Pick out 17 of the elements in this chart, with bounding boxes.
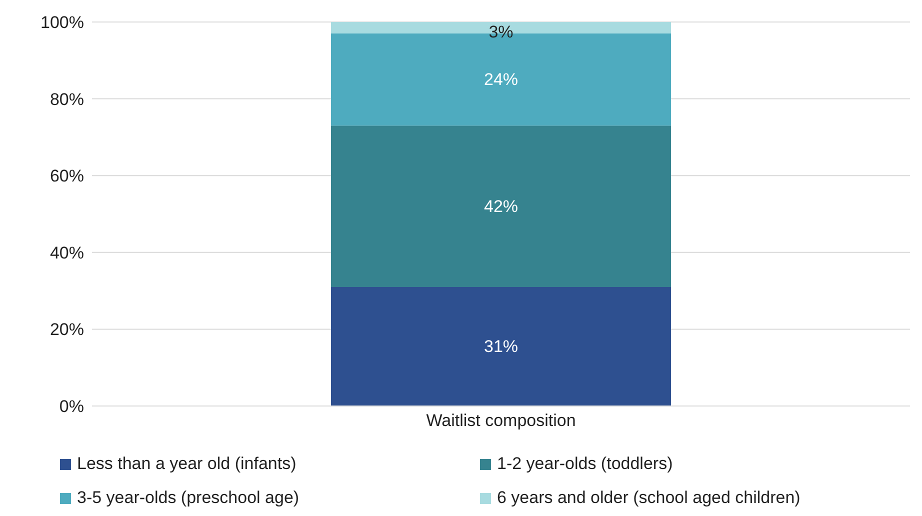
bar	[331, 286, 671, 406]
legend-label: 3-5 year-olds (preschool age)	[77, 488, 300, 508]
data-label: 24%	[484, 70, 518, 90]
y-tick-label: 0%	[59, 397, 84, 416]
data-label: 3%	[488, 22, 514, 42]
y-tick-label: 40%	[50, 243, 84, 262]
y-tick-label: 100%	[40, 13, 84, 32]
data-label: 42%	[484, 196, 518, 216]
y-tick-label: 80%	[50, 90, 84, 109]
legend-label: Less than a year old (infants)	[77, 454, 296, 474]
data-label: 31%	[484, 336, 518, 356]
legend-label: 6 years and older (school aged children)	[497, 488, 800, 508]
y-tick-label: 60%	[50, 166, 84, 186]
x-tick-label: Waitlist composition	[426, 411, 576, 430]
legend-label: 1-2 year-olds (toddlers)	[497, 454, 673, 474]
y-tick-label: 20%	[50, 320, 84, 340]
bar	[331, 126, 671, 287]
